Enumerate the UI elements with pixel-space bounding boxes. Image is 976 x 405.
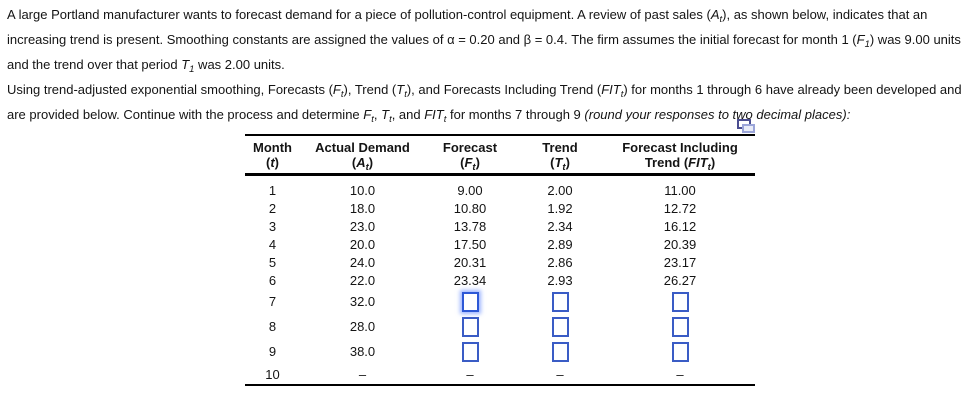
forecast-cell-month-7 — [425, 289, 515, 314]
trend-cell-month-6: 2.93 — [547, 272, 573, 288]
fit-cell-month-3: 16.12 — [663, 218, 697, 234]
table-row-month-10: 10– – – – — [245, 364, 755, 386]
month-cell-month-2: 2 — [268, 200, 277, 216]
forecast-cell-month-3: 13.78 — [453, 218, 487, 234]
fit-cell-month-1: 11.00 — [664, 182, 696, 198]
fit-cell-month-2: 12.72 — [663, 200, 697, 216]
table-row-month-9: 9 38.0 — [245, 339, 755, 364]
column-header-month-symbol: (t) — [265, 155, 280, 170]
fit-cell-month-4: 20.39 — [663, 236, 697, 252]
fit-cell-month-5: 23.17 — [663, 254, 697, 270]
column-header-fit: Forecast Including Trend (FITt) — [605, 134, 755, 176]
trend-input-month-8[interactable] — [551, 316, 569, 337]
demand-cell-month-4: 20.0 — [349, 236, 376, 252]
trend-cell-month-10: – — [515, 364, 605, 386]
trend-cell-month-8 — [515, 314, 605, 339]
forecast-cell-month-1: 9.00 — [457, 182, 483, 198]
column-header-demand-title: Actual Demand — [315, 140, 410, 155]
demand-cell-month-7: 32.0 — [349, 294, 376, 309]
table-row-month-2: 2 18.0 10.80 1.92 12.72 — [245, 199, 755, 217]
table-header: Month (t) Actual Demand (At) Forecast (Ft) Tre… — [245, 134, 755, 176]
forecast-cell-month-8 — [425, 314, 515, 339]
demand-cell-month-9: 38.0 — [349, 344, 376, 359]
trend-cell-month-2: 1.92 — [547, 200, 573, 216]
forecast-input-month-9[interactable] — [461, 341, 479, 362]
popout-icon-front-window — [742, 124, 755, 133]
fit-input-month-8[interactable] — [671, 316, 689, 337]
table-body: 1 10.0 9.00 2.00 11.00 2 18.0 10.80 1.92 12.72 3 23… — [245, 175, 755, 386]
column-header-fit-symbol: Trend (FITt) — [644, 155, 716, 173]
demand-forecast-table: Month (t) Actual Demand (At) Forecast (Ft) Tre… — [245, 134, 755, 386]
demand-cell-month-6: 22.0 — [349, 272, 376, 288]
trend-cell-month-1: 2.00 — [547, 182, 573, 198]
demand-cell-month-5: 24.0 — [349, 254, 376, 270]
problem-paragraph-2: Using trend-adjusted exponential smoothi… — [7, 82, 962, 125]
demand-cell-month-1: 10.0 — [349, 182, 376, 198]
month-cell-month-5: 5 — [268, 254, 277, 270]
trend-input-month-7[interactable] — [551, 291, 569, 312]
fit-cell-month-6: 26.27 — [663, 272, 697, 288]
demand-cell-month-3: 23.0 — [349, 218, 376, 234]
trend-cell-month-5: 2.86 — [547, 254, 573, 270]
table-row-month-4: 4 20.0 17.50 2.89 20.39 — [245, 235, 755, 253]
trend-cell-month-4: 2.89 — [547, 236, 573, 252]
column-header-month-title: Month — [253, 140, 292, 155]
fit-input-month-7[interactable] — [671, 291, 689, 312]
forecast-cell-month-5: 20.31 — [453, 254, 487, 270]
column-header-fit-title: Forecast Including — [622, 140, 738, 155]
forecast-input-month-7[interactable] — [461, 291, 479, 312]
trend-cell-month-9 — [515, 339, 605, 364]
demand-cell-month-8: 28.0 — [349, 319, 376, 334]
forecast-cell-month-10: – — [425, 364, 515, 386]
month-cell-month-6: 6 — [268, 272, 277, 288]
demand-cell-month-2: 18.0 — [349, 200, 376, 216]
month-cell-month-3: 3 — [268, 218, 277, 234]
trend-cell-month-7 — [515, 289, 605, 314]
problem-paragraph-1: A large Portland manufacturer wants to f… — [7, 7, 961, 75]
month-cell-month-4: 4 — [268, 236, 277, 252]
column-header-month: Month (t) — [245, 134, 300, 176]
month-cell-month-7: 7 — [268, 294, 277, 309]
column-header-forecast: Forecast (Ft) — [425, 134, 515, 176]
table-row-month-7: 7 32.0 — [245, 289, 755, 314]
table-row-month-1: 1 10.0 9.00 2.00 11.00 — [245, 175, 755, 200]
table-row-month-8: 8 28.0 — [245, 314, 755, 339]
column-header-demand-symbol: (At) — [351, 155, 374, 173]
column-header-trend: Trend (Tt) — [515, 134, 605, 176]
table-row-month-6: 6 22.0 23.34 2.93 26.27 — [245, 271, 755, 289]
table-header-row: Month (t) Actual Demand (At) Forecast (Ft) Tre… — [245, 134, 755, 176]
fit-cell-month-7 — [605, 289, 755, 314]
column-header-trend-symbol: (Tt) — [550, 155, 570, 173]
fit-cell-month-10: – — [605, 364, 755, 386]
popout-window-icon[interactable] — [737, 119, 755, 136]
column-header-forecast-symbol: (Ft) — [460, 155, 480, 173]
forecast-cell-month-9 — [425, 339, 515, 364]
trend-input-month-9[interactable] — [551, 341, 569, 362]
fit-cell-month-8 — [605, 314, 755, 339]
month-cell-month-9: 9 — [268, 344, 277, 359]
column-header-forecast-title: Forecast — [442, 140, 498, 155]
column-header-demand: Actual Demand (At) — [300, 134, 425, 176]
forecast-cell-month-2: 10.80 — [453, 200, 487, 216]
trend-cell-month-3: 2.34 — [547, 218, 573, 234]
fit-cell-month-9 — [605, 339, 755, 364]
fit-input-month-9[interactable] — [671, 341, 689, 362]
table-row-month-3: 3 23.0 13.78 2.34 16.12 — [245, 217, 755, 235]
month-cell-month-1: 1 — [268, 182, 277, 198]
month-cell-month-10: 10 — [245, 364, 300, 386]
problem-statement: A large Portland manufacturer wants to f… — [7, 2, 970, 127]
demand-cell-month-10: – — [300, 364, 425, 386]
table-row-month-5: 5 24.0 20.31 2.86 23.17 — [245, 253, 755, 271]
column-header-trend-title: Trend — [542, 140, 578, 155]
forecast-cell-month-6: 23.34 — [453, 272, 487, 288]
month-cell-month-8: 8 — [268, 319, 277, 334]
forecast-input-month-8[interactable] — [461, 316, 479, 337]
forecast-cell-month-4: 17.50 — [453, 236, 487, 252]
